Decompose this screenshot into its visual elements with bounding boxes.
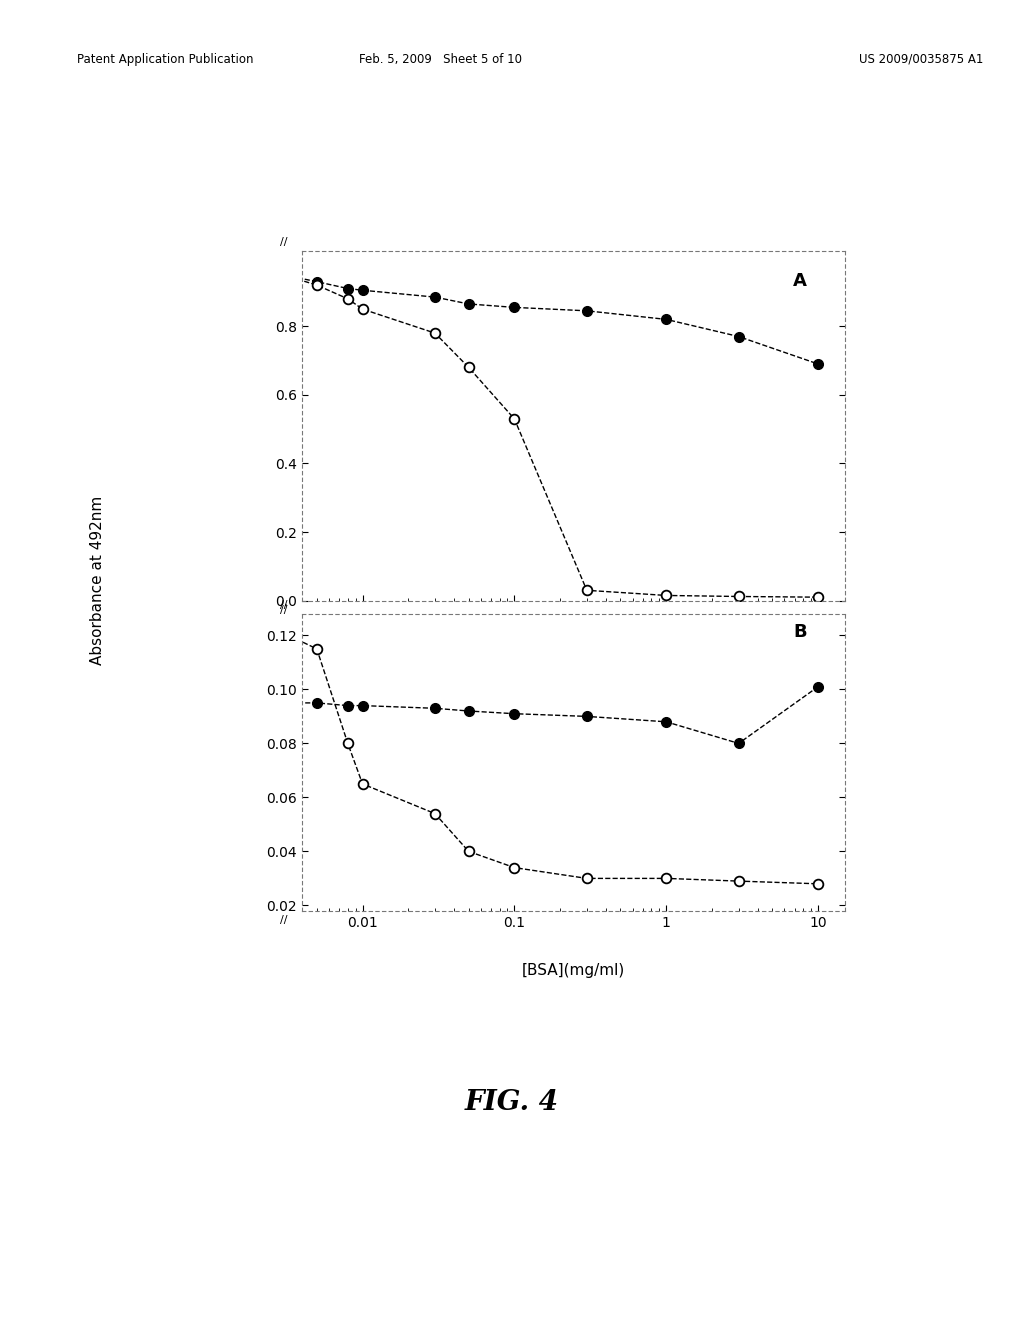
Text: A: A <box>793 272 807 290</box>
Text: Feb. 5, 2009   Sheet 5 of 10: Feb. 5, 2009 Sheet 5 of 10 <box>358 53 522 66</box>
Text: FIG. 4: FIG. 4 <box>465 1089 559 1115</box>
Text: Patent Application Publication: Patent Application Publication <box>77 53 253 66</box>
Text: [BSA](mg/ml): [BSA](mg/ml) <box>522 962 625 978</box>
Text: //: // <box>280 605 288 615</box>
Text: //: // <box>280 599 288 610</box>
Text: B: B <box>794 623 807 640</box>
Text: Absorbance at 492nm: Absorbance at 492nm <box>90 496 104 665</box>
Text: //: // <box>280 915 288 925</box>
Text: //: // <box>280 236 288 247</box>
Text: US 2009/0035875 A1: US 2009/0035875 A1 <box>859 53 983 66</box>
